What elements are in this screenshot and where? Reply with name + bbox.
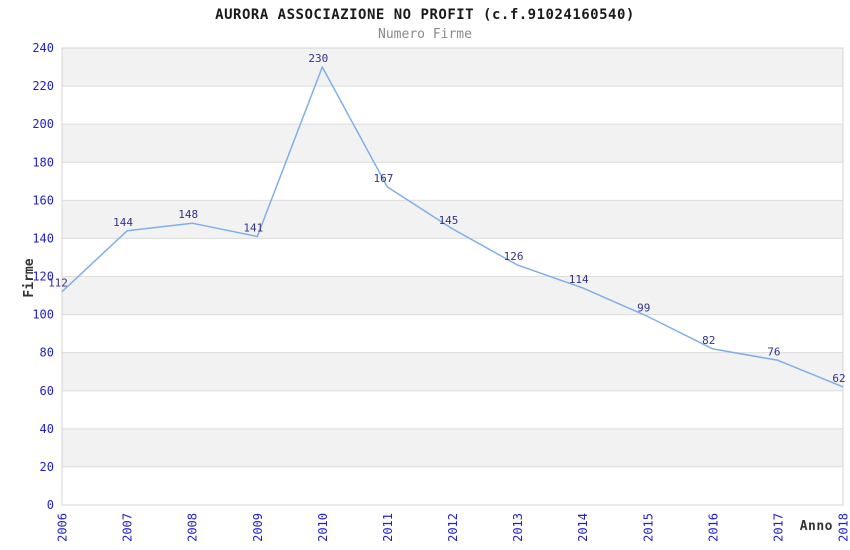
y-tick-label: 140	[32, 231, 54, 245]
y-tick-label: 180	[32, 155, 54, 169]
x-tick-label: 2013	[511, 513, 525, 542]
x-tick-label: 2015	[641, 513, 655, 542]
y-tick-label: 20	[40, 460, 54, 474]
y-tick-label: 240	[32, 41, 54, 55]
x-tick-label: 2012	[446, 513, 460, 542]
x-tick-label: 2014	[576, 513, 590, 542]
data-label: 126	[504, 250, 524, 263]
x-tick-label: 2006	[56, 513, 70, 542]
x-tick-label: 2007	[121, 513, 135, 542]
data-label: 141	[243, 222, 263, 235]
data-label: 145	[439, 214, 459, 227]
x-tick-label: 2008	[186, 513, 200, 542]
plot-band	[62, 352, 843, 391]
plot-band	[62, 48, 843, 87]
y-tick-label: 60	[40, 384, 54, 398]
data-label: 99	[637, 302, 650, 315]
data-label: 62	[832, 372, 845, 385]
data-label: 144	[113, 216, 133, 229]
data-label: 112	[48, 277, 68, 290]
y-tick-label: 40	[40, 422, 54, 436]
plot-border	[61, 47, 844, 506]
data-label: 82	[702, 334, 715, 347]
chart-title: AURORA ASSOCIAZIONE NO PROFIT (c.f.91024…	[215, 7, 635, 23]
y-tick-label: 200	[32, 117, 54, 131]
plot-band	[62, 428, 843, 467]
x-tick-label: 2010	[316, 513, 330, 542]
x-tick-label: 2011	[381, 513, 395, 542]
plot-band	[62, 276, 843, 315]
data-label: 114	[569, 273, 589, 286]
x-tick-label: 2017	[771, 513, 785, 542]
y-tick-label: 80	[40, 346, 54, 360]
y-tick-label: 160	[32, 193, 54, 207]
data-label: 167	[373, 172, 393, 185]
x-tick-label: 2009	[251, 513, 265, 542]
plot-band	[62, 124, 843, 163]
x-tick-label: 2016	[706, 513, 720, 542]
x-tick-label: 2018	[837, 513, 850, 542]
series-line	[61, 66, 844, 388]
y-tick-label: 100	[32, 308, 54, 322]
data-label: 76	[767, 345, 780, 358]
y-tick-label: 0	[47, 498, 54, 512]
y-tick-label: 120	[32, 270, 54, 284]
data-label: 148	[178, 208, 198, 221]
plot-band	[62, 200, 843, 239]
x-axis-title: Anno	[799, 519, 833, 534]
y-tick-label: 220	[32, 79, 54, 93]
data-label: 230	[308, 52, 328, 65]
chart-subtitle: Numero Firme	[378, 27, 472, 42]
